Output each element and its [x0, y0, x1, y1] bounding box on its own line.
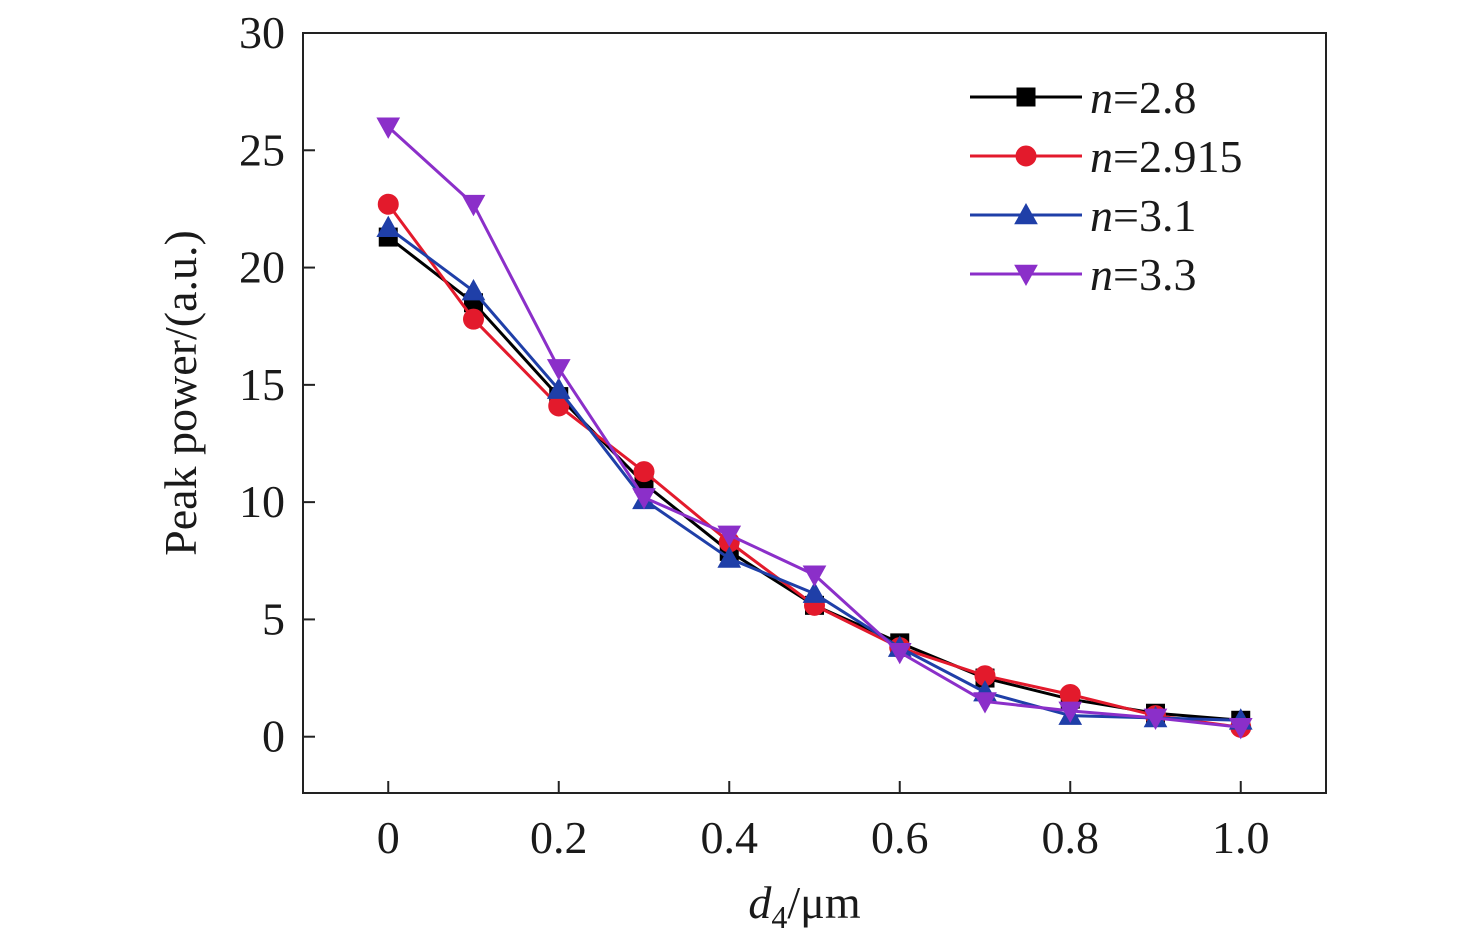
data-point [1228, 718, 1253, 740]
data-point [376, 215, 401, 237]
legend-label-value: =3.3 [1113, 249, 1196, 300]
x-tick-label: 0.8 [1042, 812, 1100, 863]
x-tick-label: 0.6 [871, 812, 929, 863]
x-tick-label: 1.0 [1212, 812, 1270, 863]
legend-label: n=3.1 [1090, 190, 1196, 241]
data-point [1058, 701, 1083, 723]
data-point [463, 308, 484, 330]
data-point [1143, 708, 1168, 730]
y-axis-title: Peak power/(a.u.) [155, 230, 206, 556]
x-axis-title-var: d [748, 877, 772, 928]
y-tick-label: 5 [262, 593, 285, 644]
axis-titles: Peak power/(a.u.) d4/μm [155, 230, 861, 935]
series-line [387, 235, 1241, 722]
x-axis-title-unit: /μm [787, 877, 860, 928]
x-axis-title: d4/μm [748, 877, 860, 935]
series-2 [377, 193, 1252, 738]
series-1 [378, 227, 1251, 730]
x-tick-label: 0 [377, 812, 400, 863]
y-tick-label: 30 [239, 7, 285, 58]
y-tick-label: 10 [239, 476, 285, 527]
data-point [973, 692, 997, 714]
data-point [717, 525, 742, 548]
legend-item: n=2.8 [970, 72, 1196, 123]
legend-marker [1014, 264, 1038, 287]
x-tick-label: 0.2 [530, 812, 588, 863]
legend-item: n=3.1 [970, 190, 1196, 241]
data-point [802, 581, 827, 603]
y-tick-label: 0 [262, 711, 285, 762]
data-point [461, 278, 486, 301]
data-point [633, 461, 655, 483]
legend-item: n=2.915 [970, 131, 1242, 182]
series-4 [376, 117, 1253, 740]
data-point [546, 359, 571, 381]
data-point [717, 546, 742, 568]
data-point [1059, 683, 1081, 705]
legend-label-var: n [1090, 72, 1113, 123]
data-point [632, 488, 656, 510]
legend-item: n=3.3 [970, 249, 1196, 300]
legend-marker [1015, 145, 1037, 167]
plot-frame [302, 32, 1327, 794]
data-point [802, 565, 827, 587]
data-point [461, 194, 486, 217]
data-point [887, 642, 912, 665]
legend-label: n=3.3 [1090, 249, 1196, 300]
legend-label-var: n [1090, 131, 1113, 182]
legend-label-var: n [1090, 190, 1113, 241]
legend-label-var: n [1090, 249, 1113, 300]
data-point [377, 193, 399, 215]
data-point [546, 377, 571, 399]
series-line [387, 226, 1241, 722]
legend-label-value: =3.1 [1113, 190, 1196, 241]
series-layer [376, 117, 1253, 740]
y-tick-label: 20 [239, 242, 285, 293]
y-tick-label: 25 [239, 124, 285, 175]
legend-label-value: =2.915 [1113, 131, 1242, 182]
x-tick-label: 0.4 [701, 812, 759, 863]
data-point [376, 117, 401, 139]
y-tick-label: 15 [239, 359, 285, 410]
legend-label: n=2.8 [1090, 72, 1196, 123]
legend-label-value: =2.8 [1113, 72, 1196, 123]
legend-label: n=2.915 [1090, 131, 1242, 182]
legend-marker [1016, 87, 1036, 107]
ticks-layer: 0 0.2 0.4 0.6 0.8 1.0 0 5 10 15 20 25 30 [239, 7, 1270, 863]
legend-marker [1014, 202, 1038, 225]
x-axis-title-sub: 4 [771, 899, 787, 935]
